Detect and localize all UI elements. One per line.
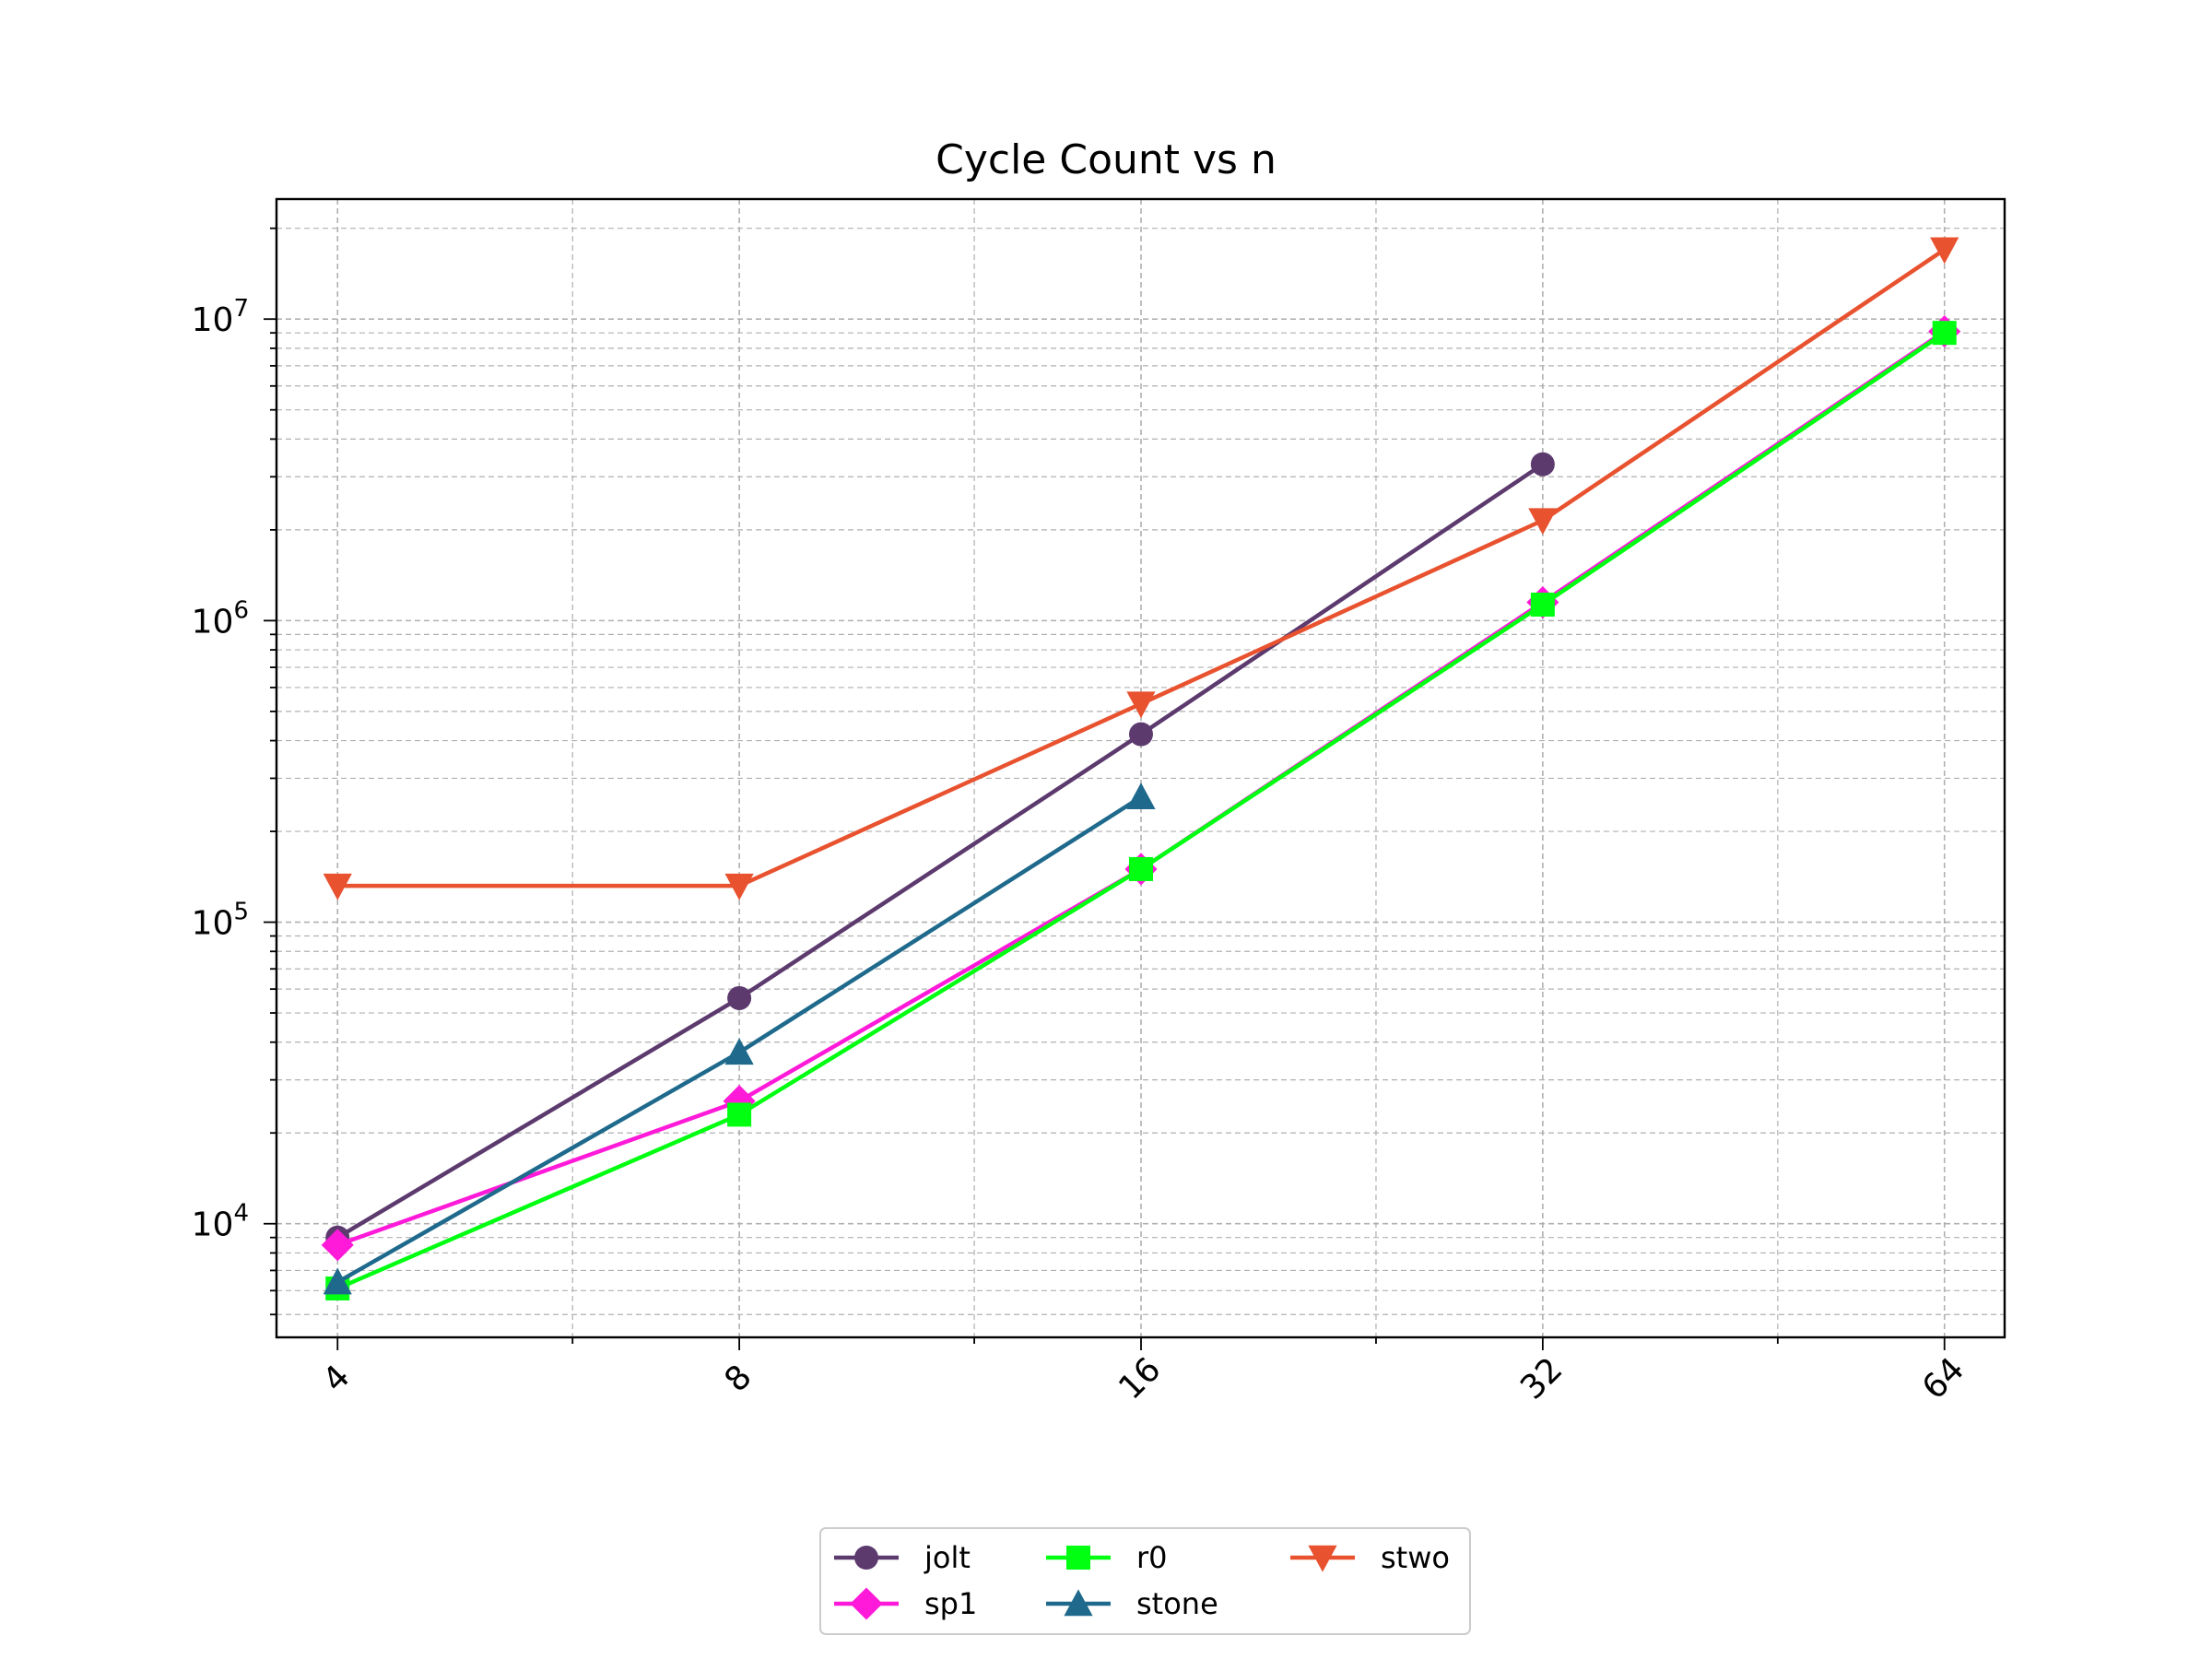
y-tick-label: 105 [192, 899, 249, 943]
legend-item-stone: stone [1046, 1586, 1218, 1621]
y-tick-label: 107 [192, 295, 249, 339]
data-point-stwo [1528, 508, 1558, 535]
data-point-stone [323, 1267, 352, 1295]
legend-label: stwo [1381, 1540, 1450, 1575]
chart-title: Cycle Count vs n [935, 136, 1277, 183]
series-layer [321, 237, 1961, 1300]
legend-marker [854, 1546, 878, 1570]
legend-label: r0 [1136, 1540, 1168, 1575]
data-point-stwo [323, 873, 352, 900]
data-point-stwo [1126, 691, 1156, 719]
data-point-jolt [1530, 452, 1555, 477]
legend-item-r0: r0 [1046, 1540, 1168, 1575]
data-point-sp1 [321, 1229, 354, 1262]
legend-marker [1308, 1545, 1337, 1572]
data-point-stone [1126, 782, 1156, 810]
legend-label: sp1 [924, 1586, 977, 1621]
legend-marker [1064, 1589, 1093, 1617]
legend: jolt sp1 r0 stone stwo [819, 1527, 1471, 1635]
series-stwo [323, 237, 1959, 900]
data-point-jolt [1128, 722, 1153, 747]
legend-label: jolt [924, 1540, 971, 1575]
legend-item-sp1: sp1 [834, 1586, 977, 1621]
legend-item-jolt: jolt [834, 1540, 971, 1575]
legend-marker [850, 1587, 883, 1620]
data-point-stwo [724, 873, 754, 900]
data-point-stwo [1930, 237, 1959, 265]
y-tick-label: 104 [192, 1200, 249, 1244]
grid [276, 199, 2005, 1337]
data-point-r0 [1530, 593, 1555, 618]
series-jolt [325, 452, 1555, 1250]
data-point-r0 [1128, 856, 1153, 881]
data-point-stone [724, 1038, 754, 1065]
series-r0 [325, 321, 1957, 1300]
data-point-jolt [727, 985, 752, 1010]
legend-marker [1066, 1546, 1090, 1570]
y-tick-label: 106 [192, 596, 249, 641]
data-point-r0 [1932, 321, 1957, 346]
series-line-jolt [336, 462, 1545, 1240]
series-stone [323, 782, 1156, 1295]
legend-label: stone [1136, 1586, 1218, 1621]
data-point-r0 [727, 1102, 752, 1127]
legend-box [819, 1527, 1471, 1635]
legend-item-stwo: stwo [1290, 1540, 1450, 1575]
